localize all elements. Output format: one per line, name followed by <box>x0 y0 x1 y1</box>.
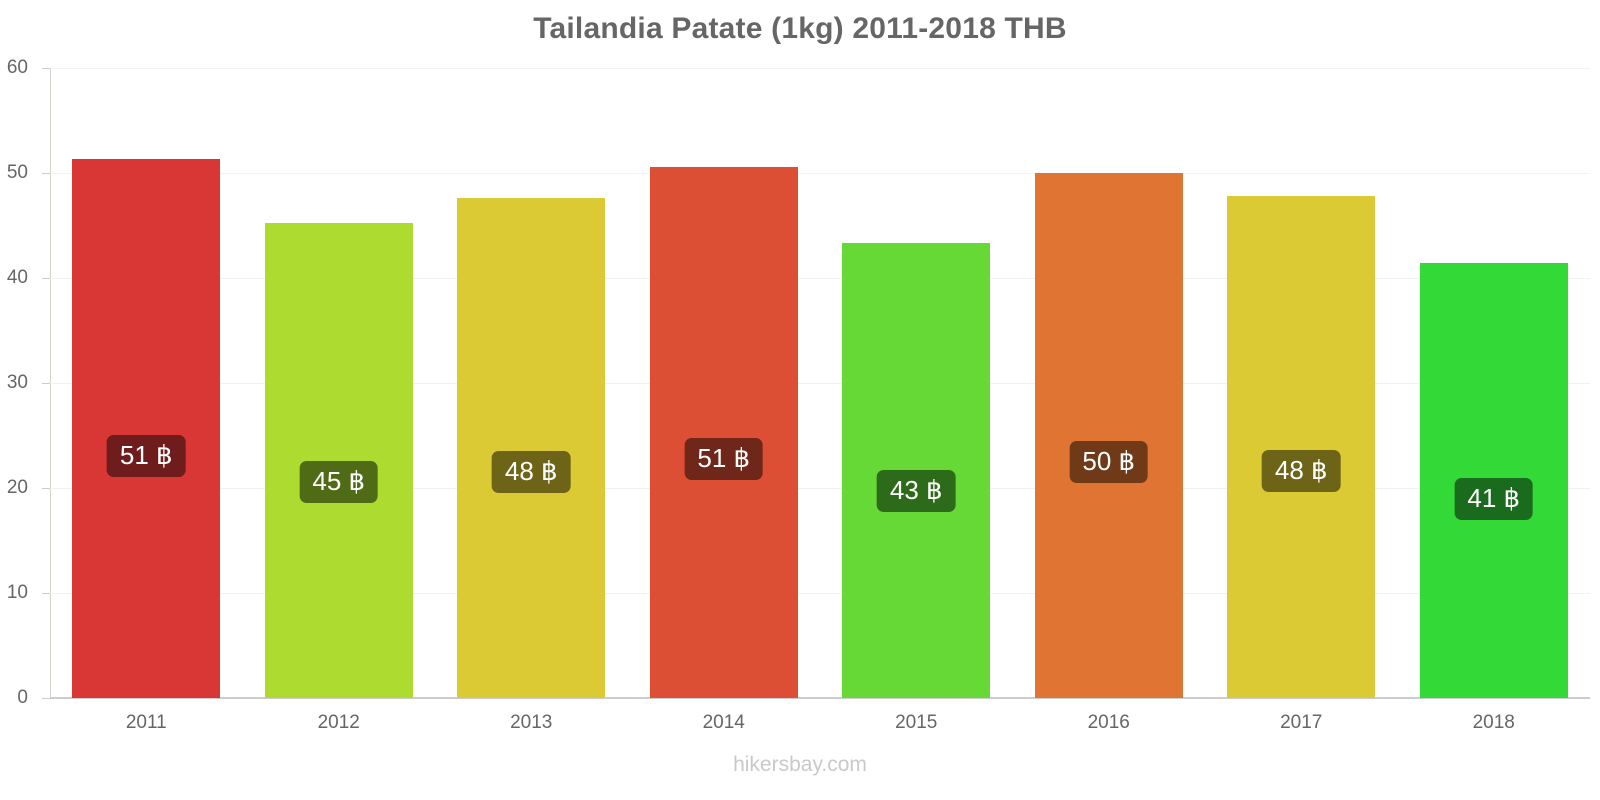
gridline-20 <box>50 488 1590 489</box>
y-tick-label-10: 10 <box>6 582 28 603</box>
bar-value-label-2013: 48 ฿ <box>491 451 571 493</box>
x-tick-label-2013: 2013 <box>510 712 553 733</box>
gridline-60 <box>50 68 1590 69</box>
bar-2013[interactable]: 48 ฿ <box>457 198 606 698</box>
bar-2011[interactable]: 51 ฿ <box>72 159 221 698</box>
y-tick-label-50: 50 <box>6 162 28 183</box>
gridline-40 <box>50 278 1590 279</box>
bar-value-label-2018: 41 ฿ <box>1454 478 1534 520</box>
y-tick-mark-20 <box>42 488 50 489</box>
y-tick-label-60: 60 <box>6 57 28 78</box>
bars-layer: 51 ฿ 45 ฿ 48 ฿ 51 ฿ 43 ฿ 50 ฿ 48 ฿ 41 ฿ <box>50 68 1590 698</box>
gridline-10 <box>50 593 1590 594</box>
bar-2014[interactable]: 51 ฿ <box>649 166 798 698</box>
bar-2015[interactable]: 43 ฿ <box>842 243 991 698</box>
x-tick-label-2014: 2014 <box>702 712 745 733</box>
y-tick-mark-60 <box>42 68 50 69</box>
x-tick-label-2016: 2016 <box>1087 712 1130 733</box>
bar-value-label-2016: 50 ฿ <box>1069 441 1149 483</box>
y-tick-label-40: 40 <box>6 267 28 288</box>
bar-value-label-2015: 43 ฿ <box>876 470 956 512</box>
bar-2018[interactable]: 41 ฿ <box>1419 263 1568 698</box>
y-tick-mark-30 <box>42 383 50 384</box>
y-tick-label-20: 20 <box>6 477 28 498</box>
x-tick-label-2012: 2012 <box>317 712 360 733</box>
y-tick-mark-10 <box>42 593 50 594</box>
bar-2016[interactable]: 50 ฿ <box>1034 173 1183 698</box>
x-tick-label-2017: 2017 <box>1280 712 1323 733</box>
y-tick-label-0: 0 <box>17 687 28 708</box>
x-tick-label-2015: 2015 <box>895 712 938 733</box>
bar-value-label-2014: 51 ฿ <box>684 438 764 480</box>
x-tick-label-2018: 2018 <box>1472 712 1515 733</box>
footer-source-label: hikersbay.com <box>733 753 867 776</box>
y-tick-label-30: 30 <box>6 372 28 393</box>
y-tick-mark-0 <box>42 698 50 699</box>
gridline-0 <box>50 697 1590 699</box>
gridline-50 <box>50 173 1590 174</box>
bar-2012[interactable]: 45 ฿ <box>264 223 413 698</box>
x-tick-label-2011: 2011 <box>125 712 167 733</box>
chart-title: Tailandia Patate (1kg) 2011-2018 THB <box>533 12 1067 45</box>
y-tick-mark-50 <box>42 173 50 174</box>
plot-area: 0 10 20 30 40 50 60 51 ฿ 45 ฿ 48 ฿ 51 ฿ 43 ฿ 50 ฿ 48… <box>7 57 1590 708</box>
gridline-30 <box>50 383 1590 384</box>
bar-value-label-2011: 51 ฿ <box>106 435 186 477</box>
y-tick-mark-40 <box>42 278 50 279</box>
bar-value-label-2012: 45 ฿ <box>299 461 379 503</box>
bar-value-label-2017: 48 ฿ <box>1261 450 1341 492</box>
bar-2017[interactable]: 48 ฿ <box>1227 196 1376 698</box>
